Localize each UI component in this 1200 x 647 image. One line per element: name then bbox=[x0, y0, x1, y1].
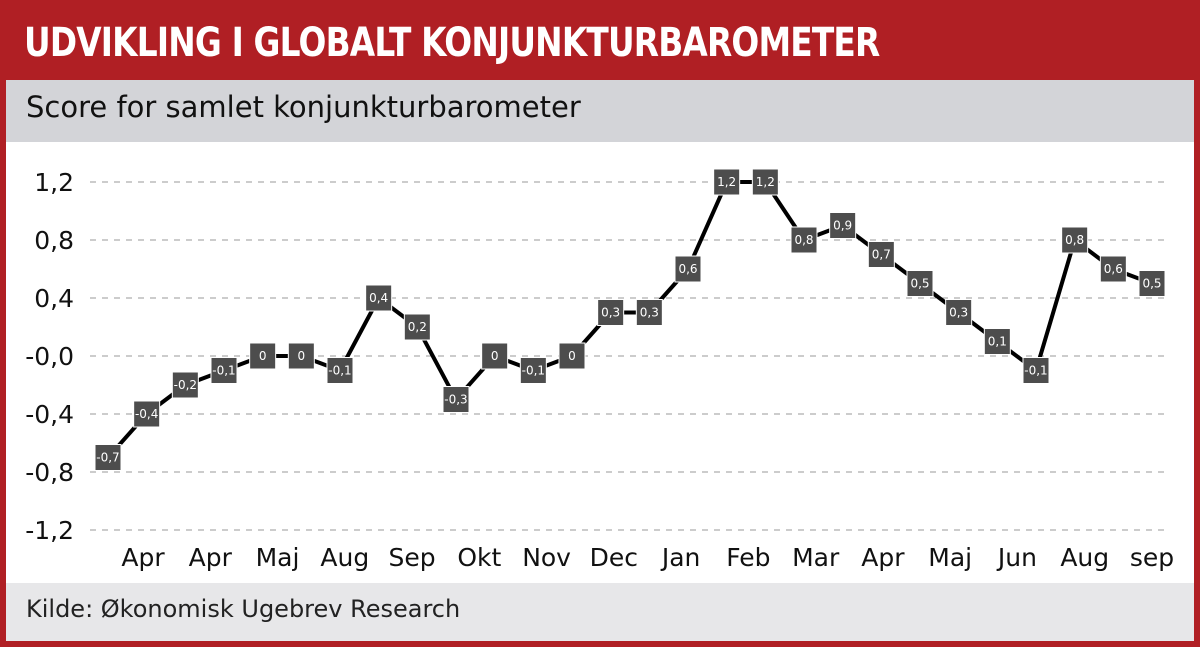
data-point-marker bbox=[94, 444, 122, 471]
series-line bbox=[106, 180, 1154, 460]
chart-title: UDVIKLING I GLOBALT KONJUNKTURBAROMETER bbox=[24, 20, 880, 66]
data-point-marker bbox=[867, 241, 895, 268]
data-label: -0,3 bbox=[444, 393, 467, 407]
x-tick-label: Apr bbox=[189, 543, 233, 572]
data-point-marker bbox=[983, 328, 1011, 355]
x-axis-ticks: Apr Apr Maj Aug Sep Okt Nov Dec Jan Feb Mar Apr Maj J… bbox=[121, 543, 1174, 572]
data-point-marker bbox=[829, 212, 857, 239]
data-point-marker bbox=[1061, 226, 1089, 254]
data-label: 0,5 bbox=[1142, 277, 1161, 291]
data-point-marker bbox=[906, 270, 934, 297]
data-point-marker bbox=[558, 342, 586, 370]
y-tick-label: 1,2 bbox=[34, 168, 74, 197]
data-point-marker bbox=[210, 357, 238, 384]
data-point-marker bbox=[403, 313, 431, 341]
x-tick-label: Dec bbox=[590, 543, 638, 572]
chart-subtitle: Score for samlet konjunkturbarometer bbox=[26, 90, 581, 124]
data-point-marker bbox=[287, 342, 315, 370]
data-label: 0,4 bbox=[369, 291, 388, 305]
data-label: 0,3 bbox=[949, 306, 968, 320]
data-label: 0,3 bbox=[601, 306, 620, 320]
data-point-marker bbox=[481, 342, 509, 370]
data-point-marker bbox=[1099, 255, 1127, 283]
x-tick-label: Mar bbox=[792, 543, 840, 572]
data-label: 0,1 bbox=[988, 335, 1007, 349]
data-label: 0 bbox=[259, 349, 267, 363]
data-point-marker bbox=[171, 371, 199, 399]
data-label: 0,7 bbox=[872, 248, 891, 262]
x-tick-label: Apr bbox=[861, 543, 905, 572]
data-point-marker bbox=[674, 255, 702, 283]
data-point-marker bbox=[133, 400, 161, 428]
data-label: 0,8 bbox=[1065, 233, 1084, 247]
data-label: 0,9 bbox=[833, 219, 852, 233]
x-tick-label: Apr bbox=[121, 543, 165, 572]
y-tick-label: -1,2 bbox=[25, 516, 74, 545]
subtitle-bar: Score for samlet konjunkturbarometer bbox=[6, 80, 1194, 142]
data-label: 0,6 bbox=[678, 262, 697, 276]
x-tick-label: sep bbox=[1130, 543, 1174, 572]
y-tick-label: -0,0 bbox=[25, 342, 74, 371]
data-label: 0,3 bbox=[640, 306, 659, 320]
data-label: 1,2 bbox=[756, 175, 775, 189]
data-point-marker bbox=[365, 284, 393, 312]
x-tick-label: Nov bbox=[522, 543, 571, 572]
data-point-marker bbox=[713, 168, 741, 196]
title-bar: UDVIKLING I GLOBALT KONJUNKTURBAROMETER bbox=[6, 6, 1194, 80]
data-label: -0,1 bbox=[212, 364, 235, 378]
data-label: 0,6 bbox=[1104, 262, 1123, 276]
x-tick-label: Jan bbox=[660, 543, 701, 572]
data-point-marker bbox=[326, 357, 354, 384]
x-tick-label: Aug bbox=[1060, 543, 1109, 572]
x-tick-label: Maj bbox=[928, 543, 972, 572]
x-tick-label: Jun bbox=[996, 543, 1037, 572]
line-chart: 1,2 0,8 0,4 -0,0 -0,4 -0,8 -1,2 Apr Apr Maj Aug Sep… bbox=[25, 168, 1174, 572]
x-tick-label: Okt bbox=[457, 543, 501, 572]
data-label: 0 bbox=[298, 349, 306, 363]
data-point-marker bbox=[519, 357, 547, 384]
data-label: 0,8 bbox=[794, 233, 813, 247]
data-label: -0,2 bbox=[174, 378, 197, 392]
data-label: 0,2 bbox=[408, 320, 427, 334]
data-label: 0 bbox=[568, 349, 576, 363]
data-label: -0,4 bbox=[135, 407, 158, 421]
data-point-marker bbox=[751, 168, 779, 196]
x-tick-label: Aug bbox=[320, 543, 369, 572]
data-label: 1,2 bbox=[717, 175, 736, 189]
data-label: 0,5 bbox=[910, 277, 929, 291]
data-point-marker bbox=[1022, 357, 1050, 384]
source-note: Kilde: Økonomisk Ugebrev Research bbox=[26, 595, 461, 623]
data-point-marker bbox=[635, 299, 663, 326]
x-tick-label: Feb bbox=[726, 543, 770, 572]
x-tick-label: Sep bbox=[389, 543, 436, 572]
data-point-marker bbox=[1138, 270, 1166, 297]
data-label: -0,1 bbox=[328, 364, 351, 378]
y-tick-label: -0,4 bbox=[25, 400, 74, 429]
data-label: 0 bbox=[491, 349, 499, 363]
data-label: -0,1 bbox=[1024, 364, 1047, 378]
y-tick-label: -0,8 bbox=[25, 458, 74, 487]
data-points: -0,7 -0,4 -0,2 -0,1 0 0 -0,1 0,4 0,2 -0,3 0 -0,1 0 0,… bbox=[94, 168, 1166, 471]
data-label: -0,1 bbox=[522, 364, 545, 378]
y-tick-label: 0,8 bbox=[34, 226, 74, 255]
y-tick-label: 0,4 bbox=[34, 284, 74, 313]
x-tick-label: Maj bbox=[256, 543, 300, 572]
chart-area: 1,2 0,8 0,4 -0,0 -0,4 -0,8 -1,2 Apr Apr Maj Aug Sep… bbox=[6, 142, 1194, 582]
y-axis-ticks: 1,2 0,8 0,4 -0,0 -0,4 -0,8 -1,2 bbox=[25, 168, 74, 545]
data-point-marker bbox=[597, 299, 625, 326]
data-point-marker bbox=[442, 386, 470, 413]
data-point-marker bbox=[249, 342, 277, 370]
data-point-marker bbox=[945, 299, 973, 326]
data-point-marker bbox=[790, 226, 818, 254]
data-label: -0,7 bbox=[96, 451, 119, 465]
source-bar: Kilde: Økonomisk Ugebrev Research bbox=[6, 583, 1194, 641]
